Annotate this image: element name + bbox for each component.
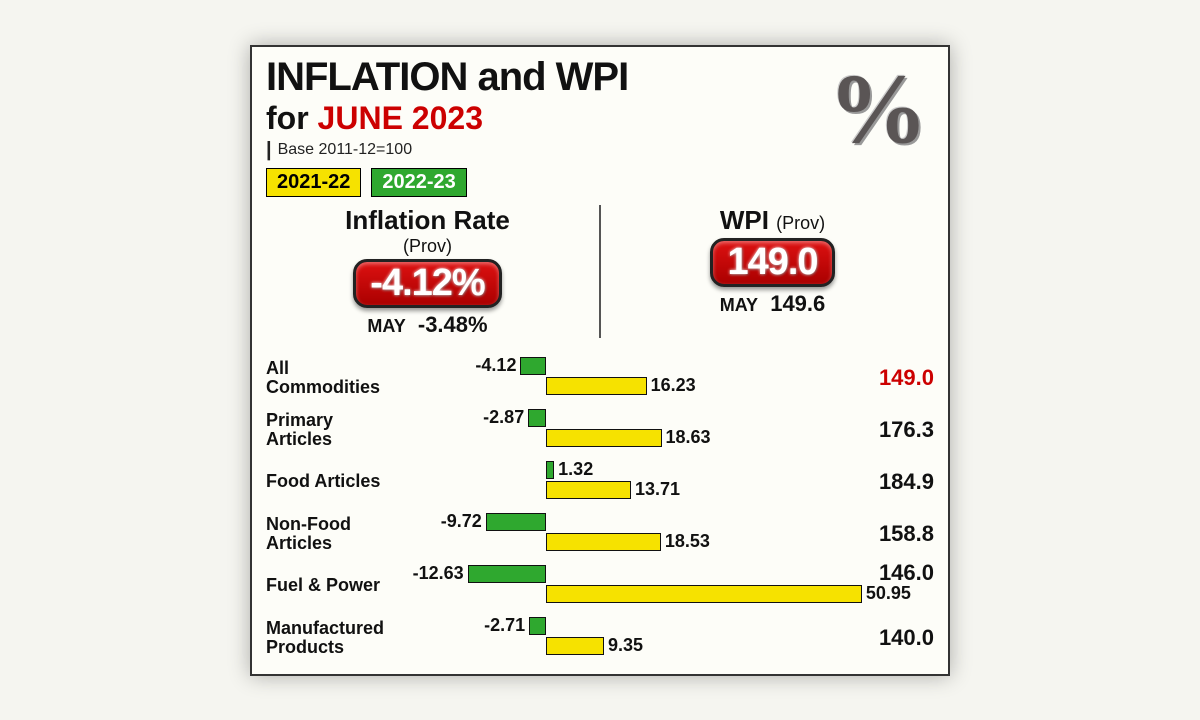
category-row: ManufacturedProducts -2.71 9.35 140.0 <box>266 612 934 664</box>
value-2021: 18.53 <box>665 531 710 552</box>
headline-row: Inflation Rate (Prov) -4.12% MAY -3.48% … <box>252 199 948 348</box>
value-2021: 9.35 <box>608 635 643 656</box>
inflation-badge: -4.12% <box>353 259 501 308</box>
value-2022: -2.71 <box>484 615 525 636</box>
category-row: AllCommodities -4.12 16.23 149.0 <box>266 352 934 404</box>
value-2022: -12.63 <box>413 563 464 584</box>
bar-2022 <box>486 513 546 531</box>
category-label: PrimaryArticles <box>266 411 396 449</box>
bar-2021 <box>546 429 662 447</box>
bar-group: -2.71 9.35 <box>396 615 844 661</box>
bar-group: 1.32 13.71 <box>396 459 844 505</box>
value-2021: 13.71 <box>635 479 680 500</box>
category-row: Food Articles 1.32 13.71 184.9 <box>266 456 934 508</box>
wpi-index: 158.8 <box>844 521 934 547</box>
wpi-badge: 149.0 <box>710 238 834 287</box>
bar-2022 <box>520 357 546 375</box>
value-2022: 1.32 <box>558 459 593 480</box>
percent-icon: % <box>828 59 928 159</box>
bar-group: -2.87 18.63 <box>396 407 844 453</box>
category-label: ManufacturedProducts <box>266 619 396 657</box>
category-row: PrimaryArticles -2.87 18.63 176.3 <box>266 404 934 456</box>
legend: 2021-22 2022-23 <box>266 168 934 197</box>
category-label: Non-FoodArticles <box>266 515 396 553</box>
category-label: AllCommodities <box>266 359 396 397</box>
category-row: Fuel & Power-12.6350.95146.0 <box>266 560 934 612</box>
value-2021: 50.95 <box>866 583 911 604</box>
wpi-index: 140.0 <box>844 625 934 651</box>
bar-2021 <box>546 585 862 603</box>
wpi-index: 184.9 <box>844 469 934 495</box>
value-2021: 16.23 <box>651 375 696 396</box>
bar-2022 <box>546 461 554 479</box>
inflation-label: Inflation Rate (Prov) <box>266 205 589 257</box>
bar-2021 <box>546 637 604 655</box>
wpi-index: 176.3 <box>844 417 934 443</box>
legend-2022: 2022-23 <box>371 168 466 197</box>
legend-2021: 2021-22 <box>266 168 361 197</box>
infographic-card: INFLATION and WPI for JUNE 2023 | Base 2… <box>250 45 950 676</box>
wpi-value: 149.0 <box>727 241 817 283</box>
bar-2021 <box>546 533 661 551</box>
wpi-label: WPI (Prov) <box>611 205 934 236</box>
value-2021: 18.63 <box>666 427 711 448</box>
bar-group: -12.6350.95 <box>396 563 844 609</box>
title-month: JUNE 2023 <box>318 100 483 136</box>
bar-group: -9.72 18.53 <box>396 511 844 557</box>
base-text: Base 2011-12=100 <box>278 141 412 159</box>
pipe-icon: | <box>266 139 272 162</box>
value-2022: -9.72 <box>441 511 482 532</box>
bar-2022 <box>468 565 546 583</box>
wpi-prev: MAY 149.6 <box>611 291 934 317</box>
bar-2022 <box>529 617 546 635</box>
bar-2022 <box>528 409 546 427</box>
headline-wpi: WPI (Prov) 149.0 MAY 149.6 <box>601 205 934 338</box>
category-row: Non-FoodArticles -9.72 18.53 158.8 <box>266 508 934 560</box>
title-for: for <box>266 100 309 136</box>
value-2022: -2.87 <box>483 407 524 428</box>
bar-group: -4.12 16.23 <box>396 355 844 401</box>
bar-2021 <box>546 377 647 395</box>
chart-area: AllCommodities -4.12 16.23 149.0 PrimaryArti… <box>252 348 948 674</box>
wpi-index: 149.0 <box>844 365 934 391</box>
title-block: INFLATION and WPI for JUNE 2023 | Base 2… <box>252 47 948 199</box>
headline-inflation: Inflation Rate (Prov) -4.12% MAY -3.48% <box>266 205 601 338</box>
value-2022: -4.12 <box>475 355 516 376</box>
bar-2021 <box>546 481 631 499</box>
category-label: Fuel & Power <box>266 576 396 595</box>
inflation-value: -4.12% <box>370 262 484 304</box>
inflation-prev: MAY -3.48% <box>266 312 589 338</box>
category-label: Food Articles <box>266 472 396 491</box>
